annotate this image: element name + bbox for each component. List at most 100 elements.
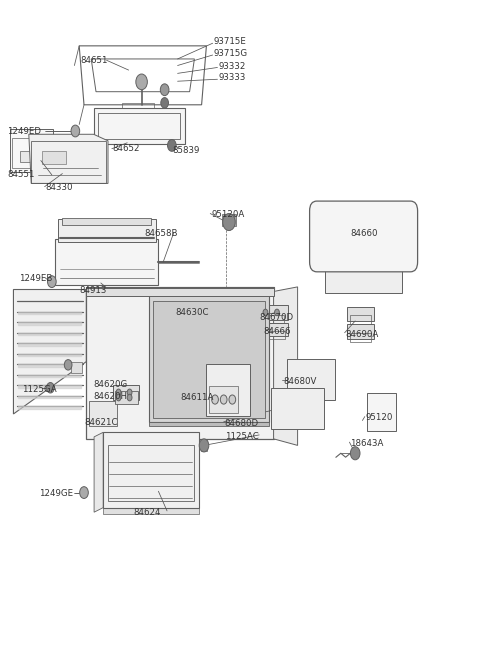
Bar	[103, 432, 199, 508]
Text: 18643A: 18643A	[350, 439, 384, 448]
Bar	[31, 141, 106, 183]
Bar	[290, 365, 310, 396]
Bar	[263, 323, 288, 336]
Text: 93332: 93332	[218, 62, 246, 71]
Bar	[108, 445, 194, 501]
Bar	[10, 129, 53, 172]
Text: 84624: 84624	[133, 508, 161, 517]
Text: 84913: 84913	[79, 286, 107, 295]
Text: 95120: 95120	[366, 413, 393, 422]
Bar	[275, 394, 296, 426]
Polygon shape	[94, 432, 103, 512]
Text: 1125GA: 1125GA	[22, 384, 56, 394]
Bar	[94, 108, 185, 144]
Circle shape	[136, 74, 147, 90]
Circle shape	[212, 395, 218, 404]
Circle shape	[47, 383, 54, 393]
Text: 1249EB: 1249EB	[19, 274, 53, 283]
Text: 84680V: 84680V	[283, 377, 317, 386]
Bar	[42, 151, 66, 164]
Text: 1249GE: 1249GE	[39, 489, 73, 498]
Bar	[347, 324, 374, 339]
Bar	[122, 103, 154, 108]
Bar	[86, 288, 274, 296]
Polygon shape	[13, 290, 86, 414]
Polygon shape	[29, 134, 108, 183]
Bar	[325, 261, 402, 293]
Polygon shape	[103, 508, 199, 514]
Polygon shape	[86, 287, 274, 291]
Circle shape	[48, 276, 56, 288]
Bar	[209, 386, 238, 413]
Text: 84611A: 84611A	[180, 393, 214, 402]
Bar	[287, 359, 335, 400]
Text: 84690A: 84690A	[346, 329, 379, 339]
Bar	[192, 303, 254, 314]
Bar	[58, 219, 156, 242]
Text: 1249ED: 1249ED	[7, 126, 41, 136]
Text: 84652: 84652	[113, 144, 140, 153]
Circle shape	[263, 309, 268, 316]
Circle shape	[80, 487, 88, 498]
Bar	[201, 440, 207, 451]
Bar	[209, 402, 237, 411]
Bar	[192, 314, 254, 390]
Text: 84620H: 84620H	[94, 392, 128, 402]
Bar	[369, 397, 394, 428]
Text: 93333: 93333	[218, 73, 246, 83]
Circle shape	[127, 389, 132, 396]
Circle shape	[220, 395, 227, 404]
Circle shape	[168, 140, 176, 151]
Polygon shape	[254, 303, 263, 390]
Text: 84620G: 84620G	[94, 380, 128, 389]
Bar	[55, 239, 158, 285]
Text: 84630C: 84630C	[175, 308, 209, 317]
Text: 84660: 84660	[350, 229, 378, 238]
Bar	[91, 406, 114, 423]
Bar	[298, 394, 321, 426]
Circle shape	[350, 447, 360, 460]
Text: 1125AC: 1125AC	[225, 432, 258, 441]
Circle shape	[71, 125, 80, 137]
Bar	[115, 391, 138, 404]
Circle shape	[161, 98, 168, 108]
FancyBboxPatch shape	[310, 201, 418, 272]
Bar	[271, 388, 324, 429]
Bar	[12, 138, 45, 168]
Text: 84680D: 84680D	[225, 419, 259, 428]
Bar	[347, 307, 374, 321]
Text: 84551: 84551	[7, 170, 35, 179]
Text: 84651: 84651	[81, 56, 108, 65]
Circle shape	[127, 394, 132, 401]
Circle shape	[229, 395, 236, 404]
Text: 84330: 84330	[46, 183, 73, 193]
Bar	[222, 214, 236, 226]
Bar	[153, 301, 265, 418]
Bar	[71, 362, 82, 373]
Bar	[259, 305, 288, 320]
Circle shape	[223, 214, 235, 231]
Bar	[62, 218, 151, 225]
Text: 85839: 85839	[173, 146, 200, 155]
Bar	[265, 331, 285, 339]
Polygon shape	[149, 422, 269, 426]
Circle shape	[64, 360, 72, 370]
Text: 84666: 84666	[263, 327, 290, 336]
Polygon shape	[192, 303, 263, 314]
Circle shape	[199, 439, 209, 452]
Bar	[206, 364, 250, 416]
Text: 84621C: 84621C	[84, 418, 118, 427]
Bar	[86, 291, 274, 439]
Circle shape	[116, 394, 121, 401]
Bar	[263, 315, 284, 323]
Text: 84670D: 84670D	[259, 312, 293, 322]
Bar	[350, 333, 371, 342]
Bar	[20, 151, 34, 162]
Bar	[149, 295, 269, 422]
Polygon shape	[274, 287, 298, 445]
Text: 95120A: 95120A	[211, 210, 244, 219]
Text: 84658B: 84658B	[144, 229, 178, 238]
Bar	[312, 365, 331, 396]
Circle shape	[275, 309, 279, 316]
Bar	[98, 113, 180, 139]
